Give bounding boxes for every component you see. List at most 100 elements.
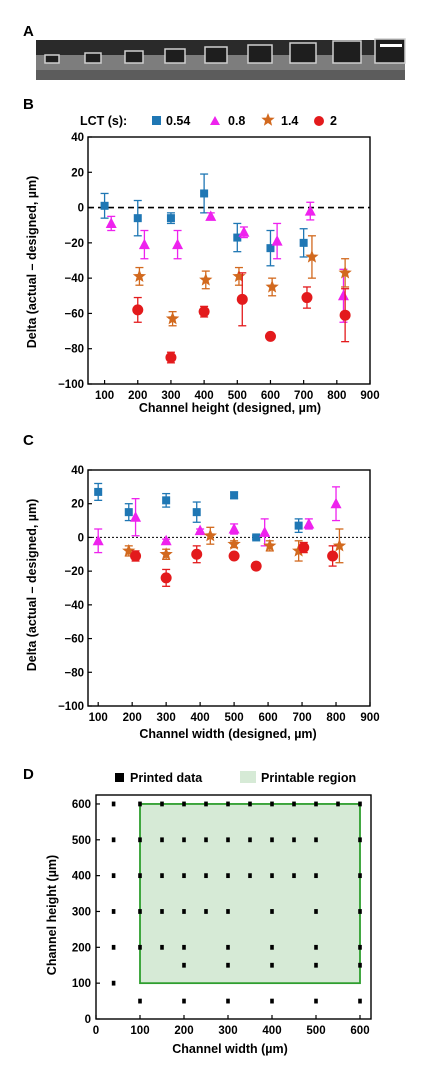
x-tick-label-c: 100 [89, 712, 108, 724]
printed-data-point [226, 909, 230, 914]
x-axis-label-d: Channel width (µm) [172, 1042, 288, 1056]
printed-data-point [182, 801, 186, 807]
y-tick-label-c: 40 [71, 465, 84, 477]
printed-data-point [138, 944, 142, 950]
data-point-08 [105, 217, 117, 228]
printed-data-point [358, 873, 362, 879]
x-tick-label-d: 0 [93, 1025, 99, 1037]
legend-label-2: 2 [330, 114, 337, 128]
printed-data-point [160, 909, 164, 914]
printed-data-point [270, 801, 274, 807]
x-tick-label-b: 500 [228, 390, 247, 402]
panel-label-b: B [23, 96, 34, 113]
printed-data-point [270, 944, 274, 950]
data-point-08 [259, 526, 271, 537]
x-tick-label-d: 500 [306, 1025, 325, 1037]
data-point-08 [205, 210, 217, 221]
data-point-054 [192, 508, 201, 517]
data-point-14 [292, 543, 306, 557]
data-point-08 [303, 517, 315, 529]
data-point-14 [232, 269, 246, 282]
plot-frame-d [95, 794, 372, 1020]
data-point-14 [203, 528, 217, 542]
printed-data-point [160, 944, 164, 950]
printed-data-point [226, 962, 230, 968]
legend-label-printed: Printed data [130, 771, 203, 785]
channel-photo [36, 38, 406, 80]
legend-d: Printed data Printable region [115, 771, 356, 785]
x-axis-label-c: Channel width (designed, µm) [139, 727, 316, 741]
data-point-08 [337, 289, 349, 301]
data-point-08 [304, 205, 316, 216]
printed-data-point [226, 944, 230, 950]
data-point-2 [236, 293, 248, 305]
data-point-054 [162, 496, 171, 505]
x-tick-label-c: 400 [191, 712, 210, 724]
y-tick-label-c: −20 [64, 566, 84, 578]
y-tick-label-c: −80 [64, 667, 84, 679]
printed-data-point [182, 962, 186, 968]
x-tick-label-d: 600 [350, 1025, 369, 1037]
y-tick-label-d: 500 [72, 835, 91, 847]
printed-data-point [182, 909, 186, 914]
x-tick-label-c: 200 [123, 712, 142, 724]
printed-data-point [292, 837, 296, 843]
data-point-08 [194, 524, 206, 536]
data-point-054 [252, 533, 261, 542]
printed-data-point [226, 873, 230, 879]
data-point-08 [92, 534, 104, 546]
data-point-14 [265, 280, 279, 293]
scale-bar [380, 44, 402, 47]
printed-data-point [358, 962, 362, 968]
printed-data-point [314, 873, 318, 879]
x-tick-label-d: 100 [130, 1025, 149, 1037]
data-point-14 [263, 538, 277, 552]
chart-d: Printed data Printable region 0 100 200 300… [45, 771, 372, 1056]
printed-data-point [226, 837, 230, 843]
y-tick-label-b: 20 [71, 167, 84, 179]
data-point-08 [228, 523, 240, 534]
x-axis-label-b: Channel height (designed, µm) [139, 401, 321, 415]
x-tick-label-d: 300 [218, 1025, 237, 1037]
y-tick-label-d: 400 [72, 871, 91, 883]
legend-marker-region [240, 771, 256, 783]
printed-data-point [292, 873, 296, 879]
printed-data-point [226, 801, 230, 807]
y-tick-label-b: −40 [64, 273, 84, 285]
data-point-14 [159, 547, 173, 560]
photo-channel [164, 48, 186, 64]
photo-channel [332, 40, 362, 64]
legend-label-054: 0.54 [166, 114, 190, 128]
y-tick-label-b: −20 [64, 238, 84, 250]
data-point-054 [94, 487, 103, 496]
legend-label-region: Printable region [261, 771, 356, 785]
printed-data-point [358, 909, 362, 914]
printed-data-point [248, 837, 252, 843]
data-point-054 [100, 201, 109, 210]
printed-data-point [111, 909, 116, 914]
y-tick-label-c: 0 [78, 532, 84, 544]
panel-label-c: C [23, 432, 34, 449]
legend-marker-054 [152, 116, 161, 125]
printed-data-point [160, 873, 164, 879]
printed-data-point [314, 909, 318, 914]
legend-marker-08 [210, 116, 220, 125]
y-tick-label-d: 0 [85, 1014, 91, 1026]
printed-data-point [270, 873, 274, 879]
data-point-2 [132, 304, 144, 316]
printed-data-point [111, 873, 116, 879]
printed-data-point [138, 801, 142, 807]
photo-channel [374, 38, 406, 64]
photo-channel [247, 44, 273, 64]
printed-data-point [358, 944, 362, 950]
data-point-2 [191, 548, 203, 560]
printed-data-point [314, 944, 318, 950]
y-tick-label-b: 0 [78, 203, 84, 215]
printed-data-point [248, 801, 252, 807]
data-point-08 [138, 238, 150, 250]
y-tick-label-b: −60 [64, 308, 84, 320]
data-point-054 [166, 214, 175, 223]
x-tick-label-c: 800 [326, 712, 345, 724]
y-tick-label-d: 300 [72, 906, 91, 918]
